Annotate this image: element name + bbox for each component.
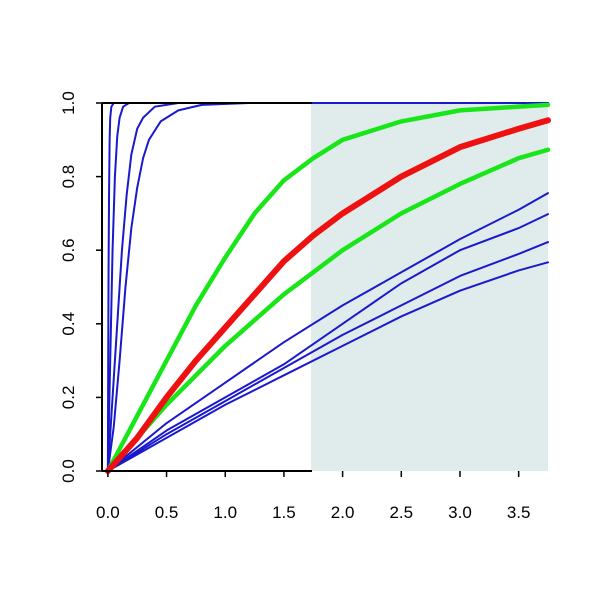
series-line-2 bbox=[106, 102, 549, 472]
series-line-5 bbox=[106, 261, 549, 472]
series-line-6 bbox=[106, 241, 549, 472]
x-tick-label-4: 2.0 bbox=[331, 503, 355, 522]
y-tick-label-4: 0.8 bbox=[59, 165, 78, 189]
x-tick-label-0: 0.0 bbox=[96, 503, 120, 522]
x-tick-label-3: 1.5 bbox=[272, 503, 296, 522]
series-line-11 bbox=[104, 117, 551, 474]
series-line-4 bbox=[106, 102, 549, 472]
series-line-3 bbox=[106, 102, 549, 472]
y-tick-label-2: 0.4 bbox=[59, 312, 78, 336]
series-line-7 bbox=[106, 213, 549, 472]
y-tick-label-5: 1.0 bbox=[59, 91, 78, 115]
shaded-region bbox=[310, 103, 548, 471]
series-line-8 bbox=[106, 192, 549, 472]
series-line-10 bbox=[105, 102, 551, 474]
x-tick-label-7: 3.5 bbox=[507, 503, 531, 522]
series-line-1 bbox=[106, 102, 549, 472]
series-line-9 bbox=[105, 147, 551, 474]
axis-layer bbox=[101, 102, 312, 472]
y-tick-label-3: 0.6 bbox=[59, 238, 78, 262]
y-tick-label-1: 0.2 bbox=[59, 386, 78, 410]
x-tick-label-1: 0.5 bbox=[155, 503, 179, 522]
x-tick-label-5: 2.5 bbox=[389, 503, 413, 522]
x-tick-label-2: 1.0 bbox=[213, 503, 237, 522]
y-tick-label-0: 0.0 bbox=[59, 459, 78, 483]
series-layer bbox=[104, 102, 551, 474]
x-tick-label-6: 3.0 bbox=[448, 503, 472, 522]
tick-layer: 0.0 0.5 1.0 1.5 2.0 2.5 3.0 3.5 0.0 0.2 0.4 0.6 0.8 1… bbox=[59, 91, 530, 522]
